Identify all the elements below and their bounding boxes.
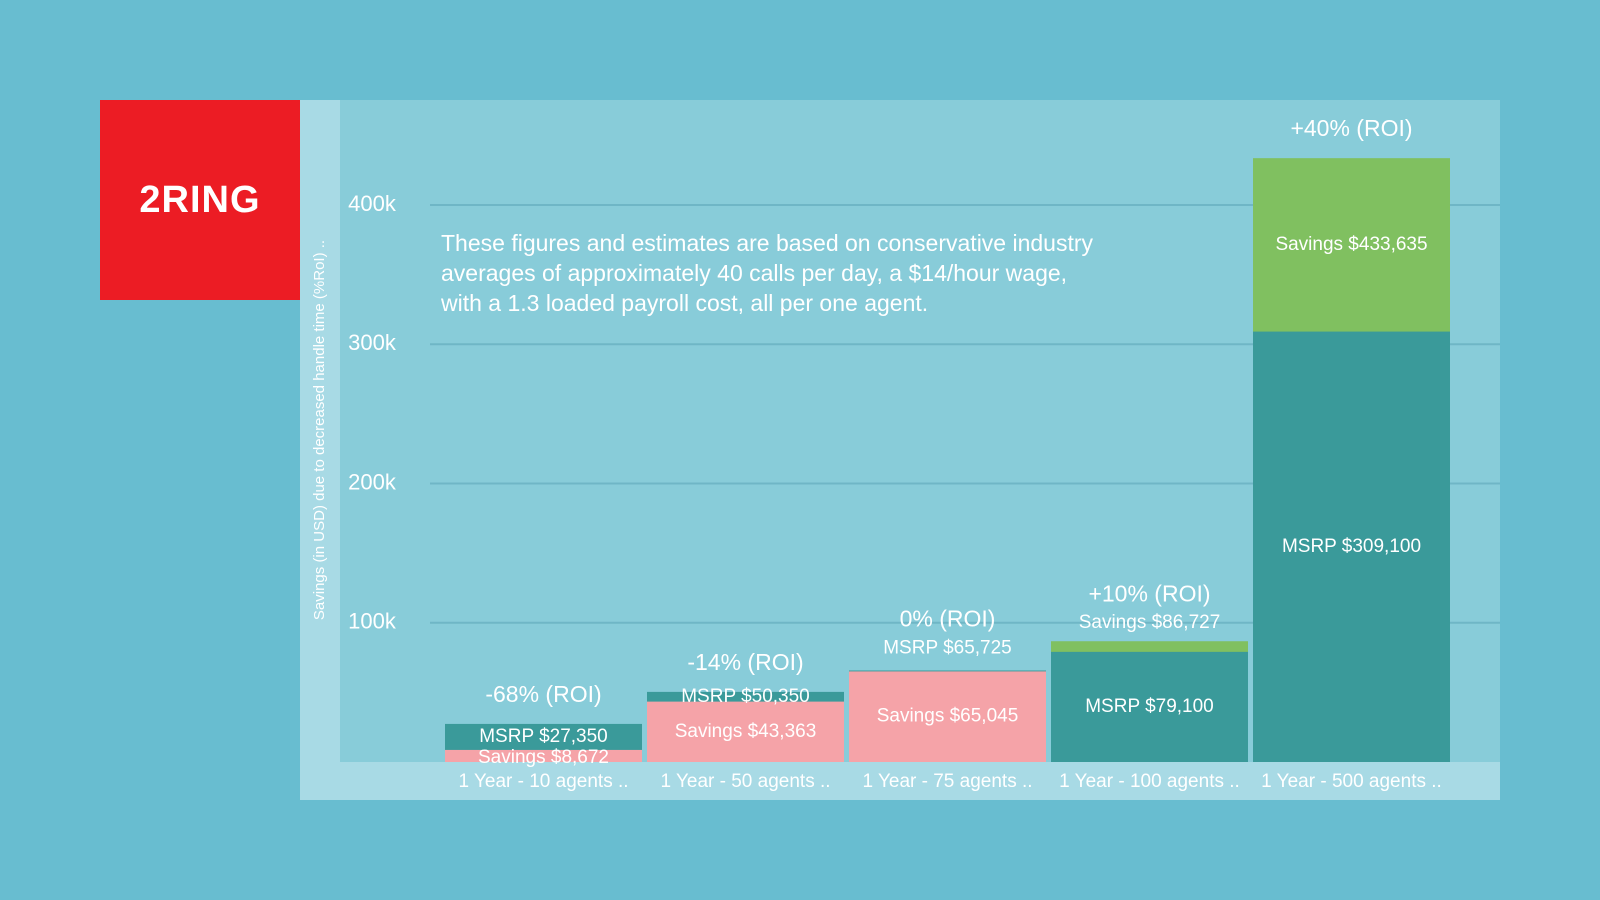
x-tick-label: 1 Year - 500 agents .. bbox=[1261, 771, 1442, 792]
bar-msrp bbox=[1051, 651, 1248, 762]
roi-label: +10% (ROI) bbox=[1088, 580, 1210, 606]
bar-savings bbox=[445, 749, 642, 762]
savings-label: Savings $43,363 bbox=[675, 721, 817, 742]
note-line: These figures and estimates are based on… bbox=[441, 230, 1094, 256]
bar-msrp bbox=[1253, 331, 1450, 762]
msrp-label: MSRP $79,100 bbox=[1085, 696, 1214, 717]
roi-label: +40% (ROI) bbox=[1290, 115, 1412, 141]
savings-label: Savings $86,727 bbox=[1079, 612, 1221, 633]
savings-label: Savings $8,672 bbox=[478, 747, 609, 768]
y-tick-label: 300k bbox=[348, 330, 397, 355]
y-tick-label: 400k bbox=[348, 191, 397, 216]
roi-label: -68% (ROI) bbox=[485, 681, 601, 707]
msrp-label: MSRP $27,350 bbox=[479, 726, 608, 747]
note-line: averages of approximately 40 calls per d… bbox=[441, 260, 1067, 286]
y-tick-label: 100k bbox=[348, 609, 397, 634]
x-tick-label: 1 Year - 75 agents .. bbox=[862, 771, 1032, 792]
savings-label: Savings $433,635 bbox=[1275, 234, 1427, 255]
msrp-label: MSRP $309,100 bbox=[1282, 536, 1421, 557]
y-tick-label: 200k bbox=[348, 469, 397, 494]
x-tick-label: 1 Year - 10 agents .. bbox=[458, 771, 628, 792]
company-logo: 2RING bbox=[100, 100, 300, 300]
logo-text: 2RING bbox=[139, 178, 261, 221]
savings-label: Savings $65,045 bbox=[877, 706, 1019, 727]
roi-label: -14% (ROI) bbox=[687, 649, 803, 675]
msrp-label: MSRP $65,725 bbox=[883, 637, 1012, 658]
roi-label: 0% (ROI) bbox=[900, 606, 996, 632]
note-line: with a 1.3 loaded payroll cost, all per … bbox=[440, 290, 928, 316]
x-tick-label: 1 Year - 100 agents .. bbox=[1059, 771, 1240, 792]
y-axis-label: Savings (in USD) due to decreased handle… bbox=[311, 240, 328, 620]
bar-savings bbox=[647, 701, 844, 762]
bar-savings bbox=[849, 671, 1046, 762]
msrp-label: MSRP $50,350 bbox=[681, 686, 810, 707]
x-tick-label: 1 Year - 50 agents .. bbox=[660, 771, 830, 792]
